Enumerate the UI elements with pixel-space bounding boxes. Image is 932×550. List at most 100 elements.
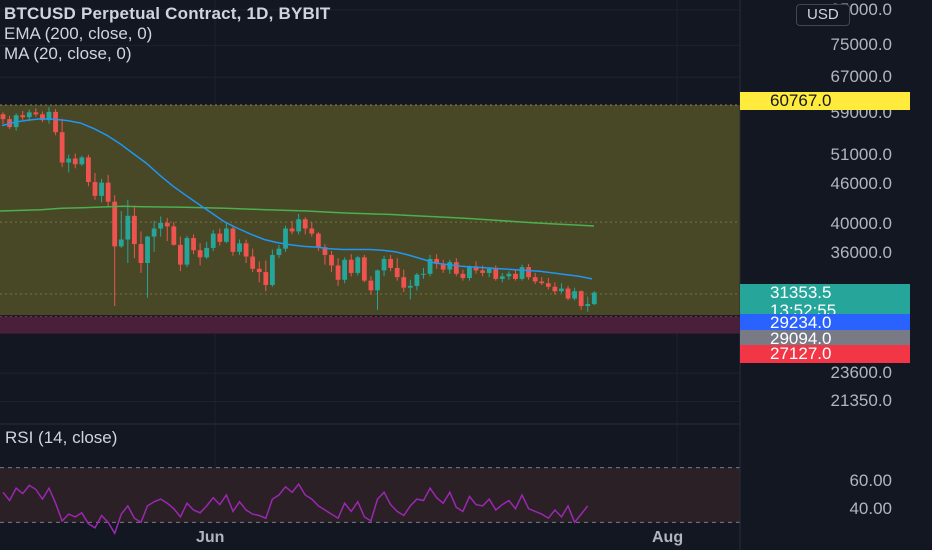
candle-body bbox=[184, 238, 190, 265]
candle-body bbox=[309, 228, 315, 234]
down-candle bbox=[368, 276, 374, 295]
candle-body bbox=[394, 267, 400, 278]
candle-body bbox=[361, 257, 367, 281]
candle-body bbox=[204, 247, 210, 258]
up-candle bbox=[237, 239, 242, 255]
candle-body bbox=[453, 262, 459, 274]
candle-body bbox=[79, 157, 85, 165]
down-candle bbox=[513, 270, 518, 281]
candle-body bbox=[283, 228, 288, 249]
candle-body bbox=[565, 288, 571, 299]
down-candle bbox=[72, 153, 78, 169]
candle-body bbox=[53, 111, 58, 133]
candle-body bbox=[105, 182, 111, 202]
candle-body bbox=[158, 222, 164, 229]
candle-body bbox=[460, 273, 466, 279]
up-candle bbox=[158, 216, 164, 237]
down-candle bbox=[440, 259, 446, 273]
candle-body bbox=[585, 304, 591, 307]
rsi-line bbox=[2, 482, 589, 536]
down-candle bbox=[53, 109, 58, 136]
up-candle bbox=[585, 296, 591, 312]
candle-body bbox=[486, 268, 492, 273]
down-candle bbox=[289, 220, 295, 235]
candle-body bbox=[407, 285, 413, 288]
candle-body bbox=[526, 267, 531, 278]
candle-body bbox=[237, 243, 242, 252]
down-candle bbox=[177, 236, 183, 272]
rsi-band bbox=[0, 467, 740, 523]
down-candle bbox=[105, 174, 111, 208]
up-candle bbox=[381, 255, 387, 277]
down-candle bbox=[40, 111, 45, 123]
grey-level-badge: 29094.0 bbox=[740, 330, 910, 348]
up-candle bbox=[414, 272, 420, 291]
candle-body bbox=[296, 219, 302, 232]
down-candle bbox=[132, 205, 137, 259]
candle-body bbox=[302, 219, 308, 229]
up-candle bbox=[467, 265, 472, 281]
last-price-value: 31353.5 bbox=[770, 283, 832, 302]
currency-button[interactable]: USD bbox=[796, 4, 850, 26]
candle-body bbox=[33, 112, 39, 115]
down-candle bbox=[565, 285, 571, 301]
down-candle bbox=[243, 239, 249, 263]
down-candle bbox=[526, 263, 531, 280]
down-candle bbox=[217, 228, 223, 246]
candle-body bbox=[125, 215, 131, 240]
up-candle bbox=[223, 222, 229, 244]
candle-body bbox=[427, 258, 433, 274]
candle-body bbox=[591, 292, 597, 305]
up-candle bbox=[151, 220, 157, 252]
candle-body bbox=[519, 267, 525, 279]
candle-body bbox=[401, 277, 407, 288]
price-zones bbox=[0, 104, 740, 334]
candle-body bbox=[499, 276, 505, 279]
candle-body bbox=[164, 222, 170, 227]
candle-body bbox=[217, 233, 223, 242]
up-candle bbox=[591, 291, 597, 306]
candle-body bbox=[414, 274, 420, 286]
candle-body bbox=[467, 266, 472, 279]
candle-body bbox=[59, 132, 65, 163]
upper-level-badge: 60767.0 bbox=[740, 92, 910, 110]
up-candle bbox=[66, 154, 72, 173]
up-candle bbox=[184, 235, 190, 268]
up-candle bbox=[125, 199, 131, 263]
down-candle bbox=[59, 118, 65, 168]
candle-body bbox=[473, 266, 479, 271]
down-candle bbox=[197, 243, 203, 266]
up-candle bbox=[204, 241, 210, 259]
up-candle bbox=[355, 255, 361, 276]
up-candle bbox=[296, 213, 302, 235]
symbol-title[interactable]: BTCUSD Perpetual Contract, 1D, BYBIT bbox=[4, 4, 331, 23]
down-candle bbox=[92, 173, 98, 200]
up-candle bbox=[145, 235, 150, 298]
down-candle bbox=[86, 154, 91, 187]
rsi-legend-label[interactable]: RSI (14, close) bbox=[5, 428, 118, 447]
candle-body bbox=[572, 291, 577, 299]
up-candle bbox=[499, 272, 505, 283]
ema-legend-label[interactable]: EMA (200, close, 0) bbox=[4, 24, 153, 43]
ma-legend-label[interactable]: MA (20, close, 0) bbox=[4, 44, 132, 63]
up-candle bbox=[210, 229, 216, 252]
down-candle bbox=[33, 108, 39, 117]
price-tick-label: 75000.0 bbox=[830, 35, 892, 55]
up-candle bbox=[269, 249, 275, 287]
candle-body bbox=[539, 281, 545, 284]
resistance-zone bbox=[0, 104, 740, 316]
down-candle bbox=[545, 278, 551, 290]
candle-body bbox=[256, 268, 262, 273]
support-zone bbox=[0, 316, 740, 334]
ma-20-line bbox=[1, 117, 593, 280]
candle-body bbox=[329, 254, 334, 266]
down-candle bbox=[0, 112, 6, 125]
candle-body bbox=[177, 244, 183, 265]
time-label-aug: Aug bbox=[652, 529, 684, 546]
up-candle bbox=[118, 211, 124, 248]
candle-body bbox=[559, 288, 564, 292]
candle-body bbox=[243, 243, 249, 257]
up-candle bbox=[427, 254, 433, 277]
up-candle bbox=[519, 264, 525, 281]
